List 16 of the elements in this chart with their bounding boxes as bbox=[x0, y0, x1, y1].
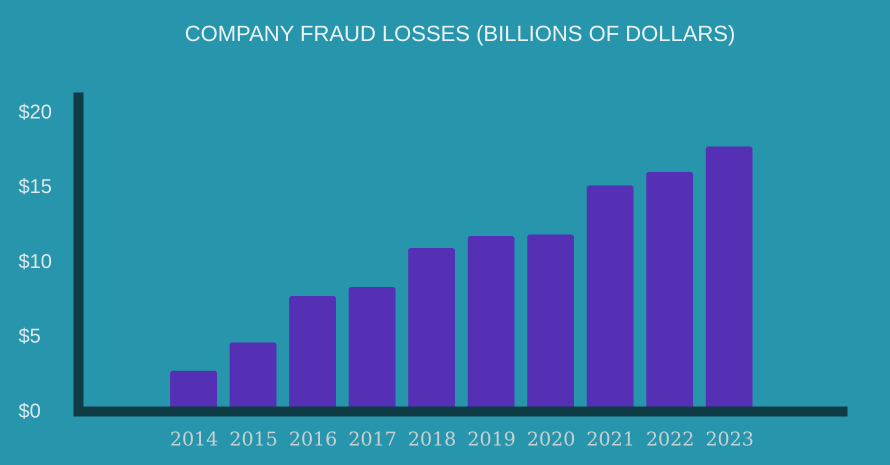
x-tick-label: 2022 bbox=[646, 428, 694, 450]
y-tick-label: $20 bbox=[18, 101, 52, 124]
x-tick-label: 2018 bbox=[408, 428, 456, 450]
x-tick-label: 2021 bbox=[586, 428, 635, 450]
x-tick-label: 2016 bbox=[288, 428, 338, 450]
x-tick-label: 2020 bbox=[526, 428, 576, 450]
x-tick-label: 2014 bbox=[170, 428, 218, 450]
y-tick-label: $10 bbox=[18, 250, 52, 273]
x-tick-label: 2019 bbox=[467, 428, 516, 450]
x-tick-label: 2015 bbox=[229, 428, 278, 450]
chart-title: COMPANY FRAUD LOSSES (BILLIONS OF DOLLARS) bbox=[184, 21, 736, 46]
y-tick-label: $0 bbox=[18, 400, 41, 422]
y-tick-label: $15 bbox=[18, 176, 52, 198]
y-tick-label: $5 bbox=[18, 326, 41, 348]
x-tick-label: 2023 bbox=[705, 428, 754, 450]
x-tick-label: 2017 bbox=[348, 428, 397, 450]
